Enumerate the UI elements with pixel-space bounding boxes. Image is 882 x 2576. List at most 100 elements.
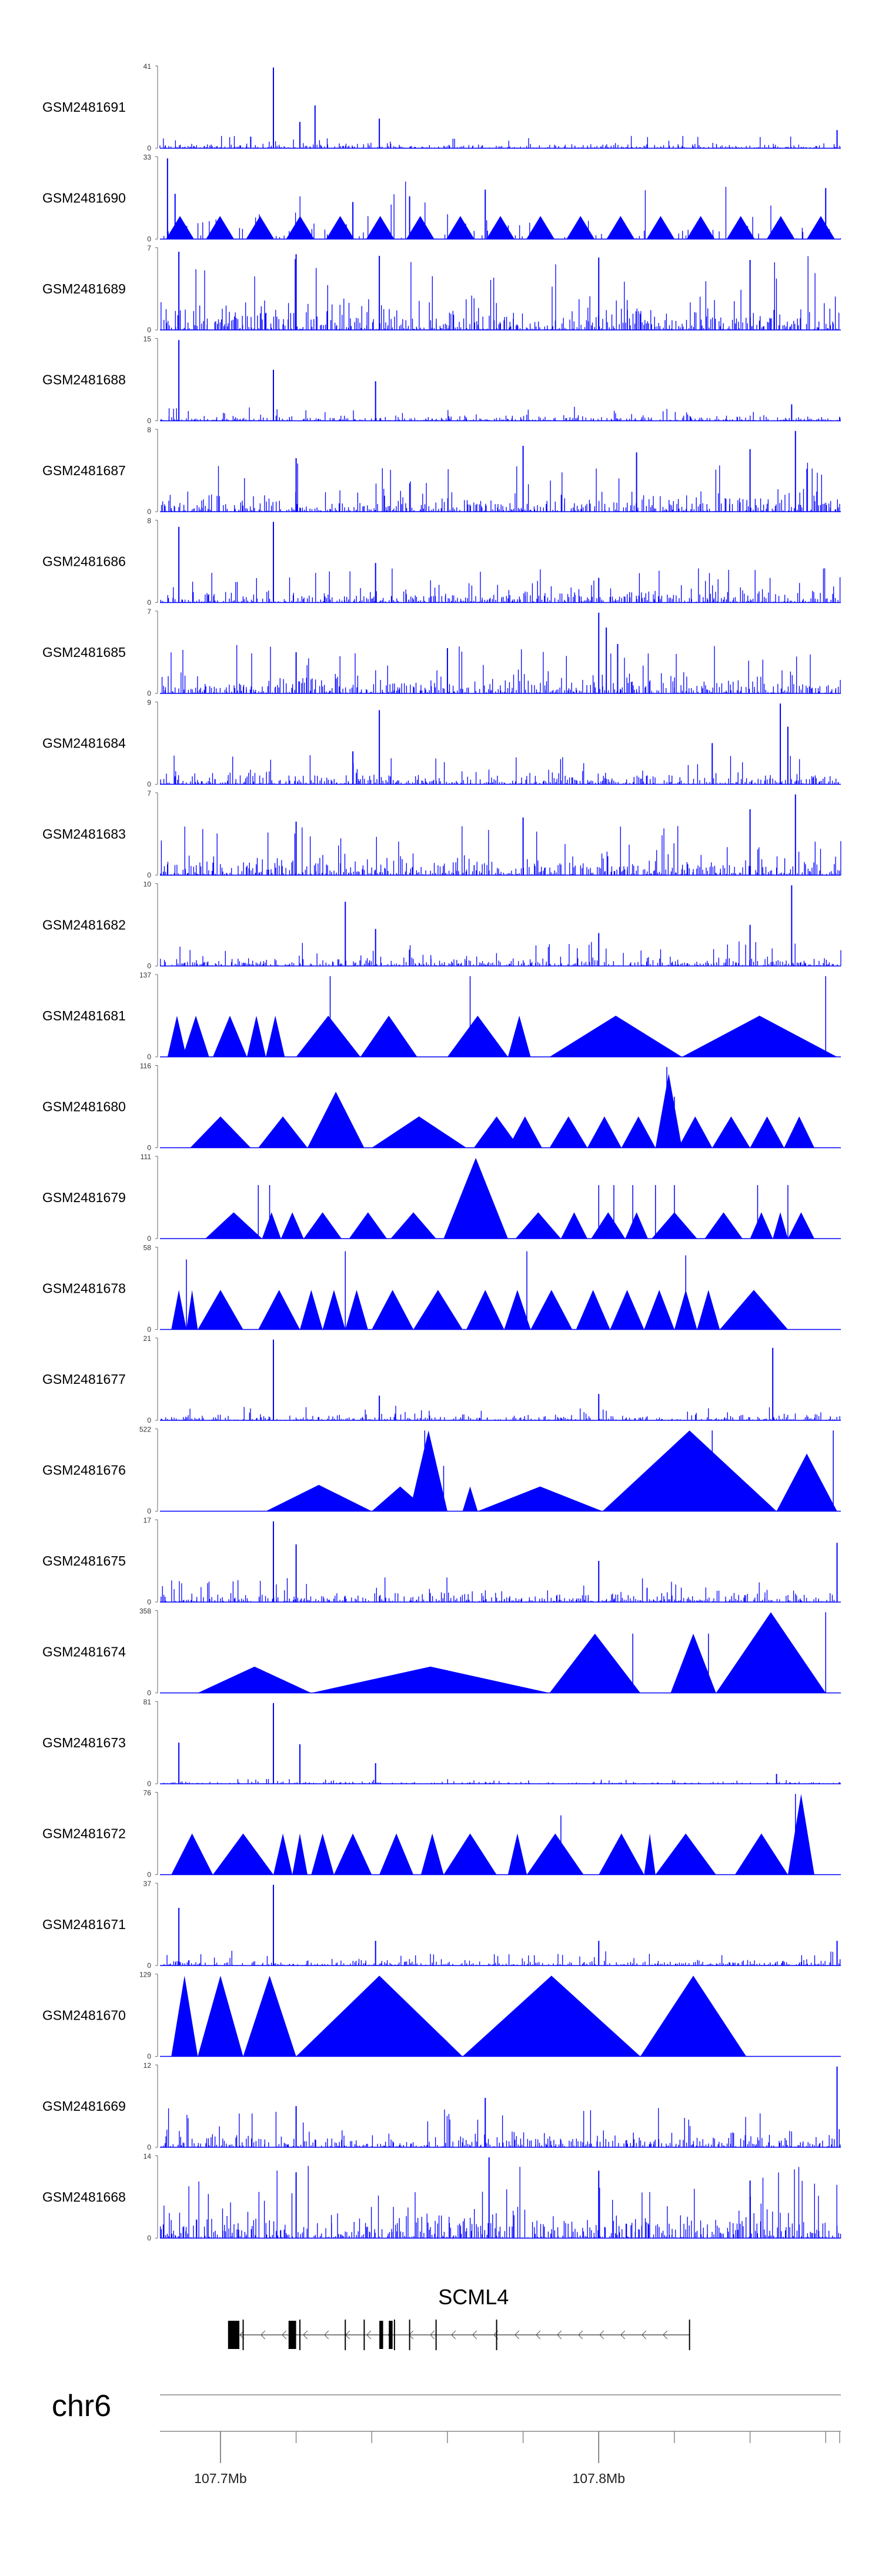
y-max-label: 15 xyxy=(143,335,152,343)
y-max-label: 7 xyxy=(147,789,151,798)
signal-triangle xyxy=(466,1290,505,1330)
chromosome-axis: chr6 107.7Mb 107.8Mb xyxy=(52,2389,841,2486)
strand-arrow xyxy=(366,2330,372,2340)
strand-arrow xyxy=(239,2330,245,2340)
track-GSM2481682: GSM2481682 10 0 xyxy=(42,880,841,970)
y-max-label: 37 xyxy=(143,1880,152,1888)
track-GSM2481681: GSM2481681 137 0 xyxy=(42,971,841,1061)
signal-triangle xyxy=(420,1833,444,1875)
track-label: GSM2481684 xyxy=(42,736,126,751)
y-max-label: 129 xyxy=(139,1971,151,1979)
signal-triangle xyxy=(621,1116,656,1148)
strand-arrow xyxy=(282,2330,287,2340)
track-GSM2481674: GSM2481674 358 0 xyxy=(42,1607,841,1697)
signal-triangle xyxy=(787,1212,814,1239)
exon-block xyxy=(379,2321,383,2349)
signal-triangle xyxy=(504,1290,531,1330)
y-min-label: 0 xyxy=(147,1053,151,1061)
signal-triangle xyxy=(171,1976,198,2057)
signal-bars xyxy=(161,406,841,421)
track-GSM2481669: GSM2481669 12 0 xyxy=(42,2061,841,2151)
y-max-label: 111 xyxy=(141,1153,152,1161)
signal-bars xyxy=(161,1778,841,1784)
strand-arrow xyxy=(620,2330,626,2340)
signal-triangle xyxy=(678,1116,713,1148)
signal-triangle xyxy=(549,1016,682,1057)
signal-triangle xyxy=(726,216,755,239)
track-label: GSM2481677 xyxy=(42,1372,126,1387)
signal-triangle xyxy=(311,1666,550,1693)
track-GSM2481671: GSM2481671 37 0 xyxy=(42,1880,841,1970)
track-GSM2481670: GSM2481670 129 0 xyxy=(42,1971,841,2061)
signal-triangle xyxy=(307,1092,365,1148)
track-label: GSM2481681 xyxy=(42,1008,126,1023)
track-label: GSM2481673 xyxy=(42,1735,126,1750)
track-GSM2481688: GSM2481688 15 0 xyxy=(42,335,841,425)
track-label: GSM2481672 xyxy=(42,1826,126,1841)
y-min-label: 0 xyxy=(147,2053,151,2061)
signal-triangle xyxy=(443,1157,508,1239)
signal-triangle xyxy=(372,1290,414,1330)
y-max-label: 12 xyxy=(143,2061,152,2070)
track-GSM2481683: GSM2481683 7 0 xyxy=(42,789,841,879)
y-max-label: 9 xyxy=(147,699,151,707)
signal-triangle xyxy=(473,1116,520,1148)
signal-triangle xyxy=(750,1116,784,1148)
track-GSM2481686: GSM2481686 8 0 xyxy=(42,517,841,607)
signal-triangle xyxy=(606,216,635,239)
signal-triangle xyxy=(273,1833,293,1875)
signal-triangle xyxy=(198,1290,243,1330)
track-label: GSM2481691 xyxy=(42,99,126,115)
signal-triangle xyxy=(720,1290,788,1330)
y-min-label: 0 xyxy=(147,508,151,516)
signal-triangle xyxy=(507,1116,542,1148)
y-min-label: 0 xyxy=(147,1961,151,1970)
track-GSM2481677: GSM2481677 21 0 xyxy=(42,1334,841,1424)
strand-arrow xyxy=(260,2330,266,2340)
signal-triangle xyxy=(266,1016,285,1057)
signal-bars xyxy=(159,136,840,148)
signal-triangle xyxy=(576,1290,610,1330)
signal-triangle xyxy=(697,1290,720,1330)
signal-triangle xyxy=(326,216,355,239)
track-GSM2481678: GSM2481678 58 0 xyxy=(42,1244,841,1334)
y-max-label: 81 xyxy=(143,1698,152,1706)
strand-arrow xyxy=(430,2330,435,2340)
signal-triangle xyxy=(686,216,715,239)
signal-bars xyxy=(160,568,841,603)
signal-triangle xyxy=(566,216,595,239)
signal-bars xyxy=(160,1950,841,1966)
y-max-label: 10 xyxy=(143,880,152,889)
signal-triangle xyxy=(213,1016,247,1057)
track-label: GSM2481670 xyxy=(42,2008,126,2023)
signal-triangle xyxy=(750,1212,773,1239)
strand-arrow xyxy=(472,2330,477,2340)
signal-triangle xyxy=(787,1794,814,1875)
signal-triangle xyxy=(704,1212,743,1239)
signal-triangle xyxy=(644,1833,656,1875)
track-GSM2481689: GSM2481689 7 0 xyxy=(42,244,841,334)
y-max-label: 7 xyxy=(147,244,151,252)
signal-triangle xyxy=(625,1212,648,1239)
track-GSM2481672: GSM2481672 76 0 xyxy=(42,1789,841,1879)
signal-triangle xyxy=(409,1430,447,1511)
signal-triangle xyxy=(292,1833,308,1875)
signal-triangle xyxy=(515,1212,561,1239)
signal-triangle xyxy=(360,1016,417,1057)
track-GSM2481675: GSM2481675 17 0 xyxy=(42,1516,841,1606)
track-label: GSM2481679 xyxy=(42,1190,126,1205)
y-max-label: 41 xyxy=(143,62,152,71)
signal-bars xyxy=(160,645,841,693)
y-min-label: 0 xyxy=(147,1689,151,1697)
track-label: GSM2481675 xyxy=(42,1553,126,1569)
signal-triangle xyxy=(681,1016,837,1057)
strand-arrow xyxy=(599,2330,604,2340)
signal-triangle xyxy=(300,1290,323,1330)
track-GSM2481679: GSM2481679 111 0 xyxy=(42,1153,841,1243)
y-max-label: 8 xyxy=(147,426,151,434)
exon-block xyxy=(288,2321,296,2349)
signal-bars xyxy=(161,256,840,330)
strand-arrow xyxy=(536,2330,541,2340)
y-max-label: 522 xyxy=(139,1426,151,1434)
